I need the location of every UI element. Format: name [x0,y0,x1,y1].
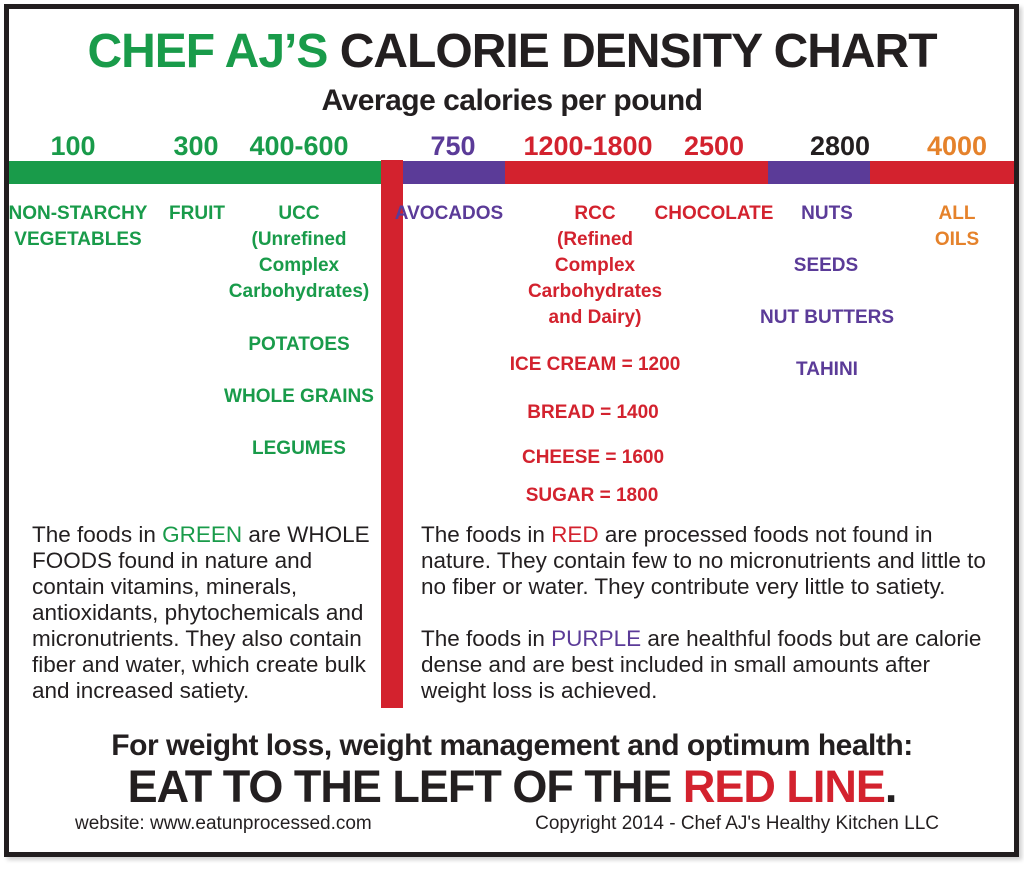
cta-line1: For weight loss, weight management and o… [111,729,913,762]
scale-tick-2500: 2500 [683,131,745,161]
cta-line2-red: RED LINE [682,761,886,812]
frame-border [4,4,1019,857]
label-seeds: SEEDS [793,255,859,276]
bar-segment-green [9,161,381,184]
red-line [381,160,403,708]
paragraph-green-rest: are WHOLE FOODS found in nature and cont… [32,522,370,703]
label-all-oils: ALL OILS [934,203,980,250]
label-chocolate: CHOCOLATE [654,203,774,224]
label-legumes: LEGUMES [252,438,346,459]
cta-line2-black: EAT TO THE LEFT OF THE [127,761,683,812]
paragraph-red: The foods in RED are processed foods not… [421,522,1001,600]
label-non-starchy-vegetables: NON-STARCHY VEGETABLES [8,203,148,250]
paragraph-red-prefix: The foods in [421,522,552,547]
footer-website: website: www.eatunprocessed.com [75,813,372,834]
label-bread: BREAD = 1400 [527,402,659,423]
paragraph-purple-keyword: PURPLE [551,626,642,651]
paragraph-purple-rest: are healthful foods but are calorie dens… [421,626,982,703]
scale-tick-750: 750 [430,131,476,161]
scale-tick-400-600: 400-600 [249,131,349,161]
paragraph-green-prefix: The foods in [32,522,163,547]
paragraph-purple-prefix: The foods in [421,626,552,651]
label-ucc: UCC (Unrefined Complex Carbohydrates) [228,203,370,302]
paragraph-purple: The foods in PURPLE are healthful foods … [421,626,1001,704]
label-ice-cream: ICE CREAM = 1200 [509,354,681,375]
paragraph-red-keyword: RED [551,522,599,547]
label-potatoes: POTATOES [248,334,350,355]
label-sugar: SUGAR = 1800 [525,485,659,506]
scale-tick-300: 300 [173,131,219,161]
bar-segment-red-1 [505,161,768,184]
cta-line2: EAT TO THE LEFT OF THE RED LINE. [0,761,1024,813]
page-title: CHEF AJ’S CALORIE DENSITY CHART [0,24,1024,79]
bar-segment-purple-2 [768,161,870,184]
scale-tick-1200-1800: 1200-1800 [523,131,653,161]
footer-copyright: Copyright 2014 - Chef AJ's Healthy Kitch… [535,813,939,834]
label-whole-grains: WHOLE GRAINS [224,386,374,407]
bar-segment-red-2 [870,161,1014,184]
subtitle: Average calories per pound [321,84,703,117]
scale-tick-4000: 4000 [926,131,988,161]
paragraph-green: The foods in GREEN are WHOLE FOODS found… [32,522,378,704]
page-title-rest: CALORIE DENSITY CHART [327,25,938,78]
paragraph-red-rest: are processed foods not found in nature.… [421,522,986,599]
scale-tick-2800: 2800 [809,131,871,161]
label-nut-butters: NUT BUTTERS [759,307,895,328]
paragraph-green-keyword: GREEN [162,522,243,547]
label-fruit: FRUIT [169,203,225,224]
scale-tick-100: 100 [50,131,96,161]
label-tahini: TAHINI [796,359,858,380]
label-rcc: RCC (Refined Complex Carbohydrates and D… [527,203,663,328]
label-nuts: NUTS [801,203,853,224]
brand-title: CHEF AJ’S [87,25,328,78]
label-cheese: CHEESE = 1600 [521,447,665,468]
label-avocados: AVOCADOS [394,203,504,224]
bar-segment-purple-1 [403,161,505,184]
cta-line2-period: . [884,761,897,812]
